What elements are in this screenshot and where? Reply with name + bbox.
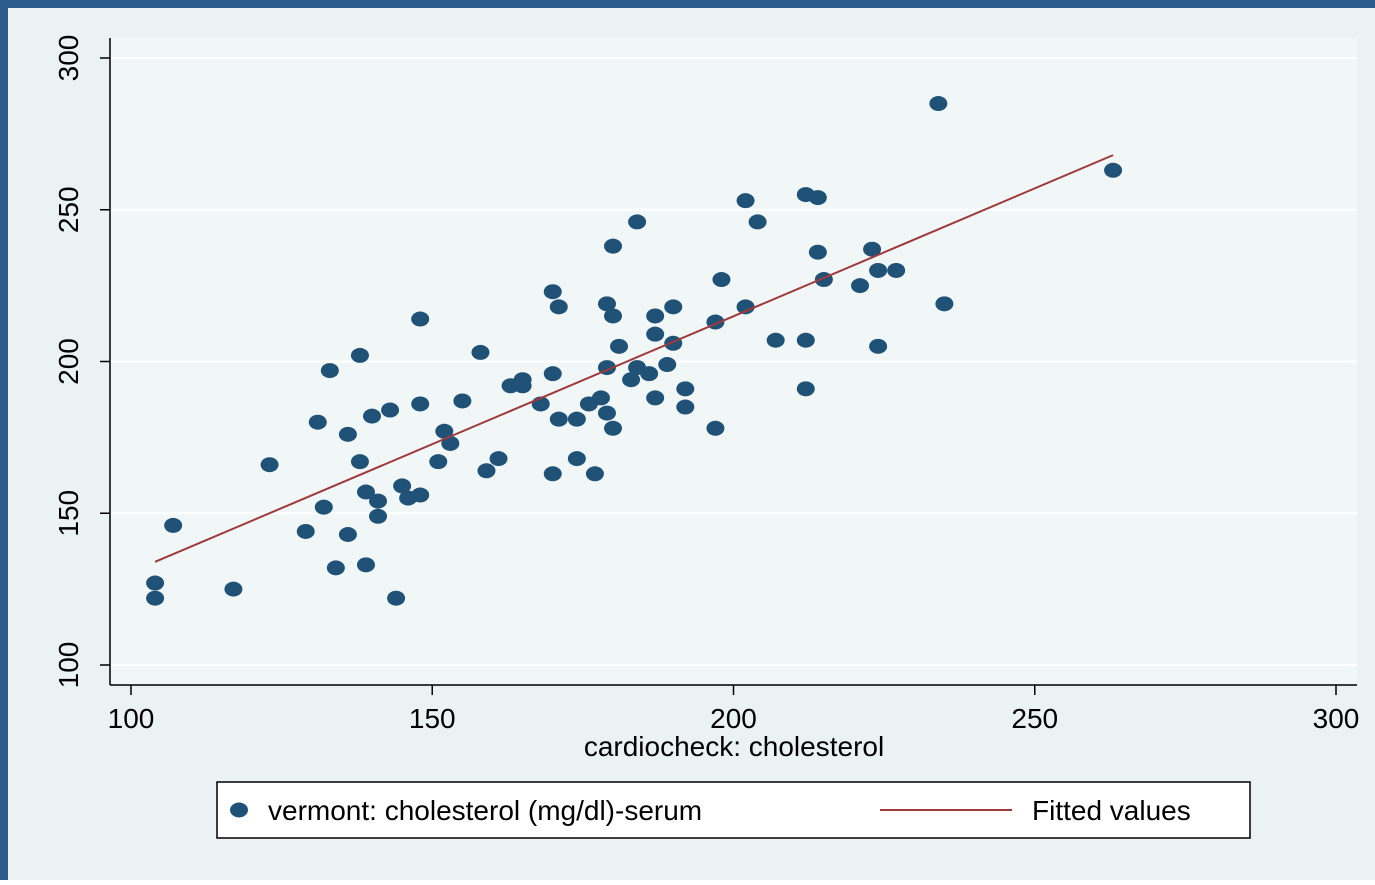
x-tick-label: 300 <box>1313 703 1360 734</box>
point <box>387 590 406 606</box>
point <box>736 299 755 315</box>
point <box>320 363 339 379</box>
point <box>549 299 568 315</box>
point <box>308 414 327 430</box>
point <box>640 366 659 382</box>
point <box>622 372 641 388</box>
y-tick-label: 150 <box>53 490 84 537</box>
point <box>591 390 610 406</box>
point <box>411 487 430 503</box>
point <box>356 484 375 500</box>
point <box>429 454 448 470</box>
point <box>664 335 683 351</box>
point <box>597 296 616 312</box>
point <box>567 451 586 467</box>
point <box>549 411 568 427</box>
point <box>453 393 472 409</box>
legend-label: vermont: cholesterol (mg/dl)-serum <box>268 795 702 826</box>
point <box>851 278 870 294</box>
point <box>766 332 785 348</box>
point <box>567 411 586 427</box>
point <box>224 581 243 597</box>
point <box>935 296 954 312</box>
point <box>604 420 622 436</box>
point <box>610 338 629 354</box>
point <box>543 284 562 300</box>
point <box>604 308 622 324</box>
point <box>1104 162 1123 178</box>
point <box>411 311 430 327</box>
point <box>314 499 333 515</box>
point <box>164 517 183 533</box>
point <box>350 347 369 363</box>
point <box>369 508 388 524</box>
point <box>477 463 496 479</box>
point <box>441 435 460 451</box>
x-tick-label: 200 <box>710 703 757 734</box>
point <box>435 423 454 439</box>
point <box>646 390 665 406</box>
legend <box>216 781 1251 839</box>
point <box>513 372 532 388</box>
point <box>676 399 695 415</box>
point <box>664 299 683 315</box>
point <box>350 454 369 470</box>
x-axis-label: cardiocheck: cholesterol <box>584 731 884 762</box>
point <box>676 381 695 397</box>
point <box>381 402 400 418</box>
point <box>604 238 622 254</box>
point <box>869 338 888 354</box>
point <box>646 308 665 324</box>
point <box>585 466 604 482</box>
point <box>326 560 345 576</box>
y-tick-label: 200 <box>53 338 84 385</box>
point <box>748 214 767 230</box>
point <box>712 272 731 288</box>
point <box>471 344 490 360</box>
point <box>736 193 755 209</box>
point <box>887 262 906 278</box>
x-tick-label: 150 <box>409 703 456 734</box>
legend-label: Fitted values <box>1032 795 1191 826</box>
point <box>363 408 381 424</box>
fit-line <box>154 154 1114 563</box>
y-tick-label: 300 <box>53 35 84 82</box>
point <box>646 326 665 342</box>
y-tick-label: 250 <box>53 186 84 233</box>
point <box>338 426 357 442</box>
y-tick-label: 100 <box>53 642 84 689</box>
point <box>869 262 888 278</box>
x-tick-label: 100 <box>108 703 155 734</box>
point <box>489 451 508 467</box>
point <box>543 466 562 482</box>
point <box>356 557 375 573</box>
point <box>808 190 827 206</box>
point <box>929 96 948 112</box>
point <box>597 405 616 421</box>
x-tick-label: 250 <box>1011 703 1058 734</box>
point <box>411 396 430 412</box>
point <box>658 357 677 373</box>
point <box>808 244 827 260</box>
point <box>796 332 815 348</box>
point <box>706 420 725 436</box>
point <box>796 381 815 397</box>
point <box>146 590 165 606</box>
point <box>863 241 882 257</box>
point <box>543 366 562 382</box>
point <box>369 493 388 509</box>
point <box>338 526 357 542</box>
legend-marker <box>230 802 248 818</box>
point <box>628 214 647 230</box>
point <box>296 523 315 539</box>
point <box>146 575 165 591</box>
point <box>260 457 279 473</box>
point <box>393 478 412 494</box>
